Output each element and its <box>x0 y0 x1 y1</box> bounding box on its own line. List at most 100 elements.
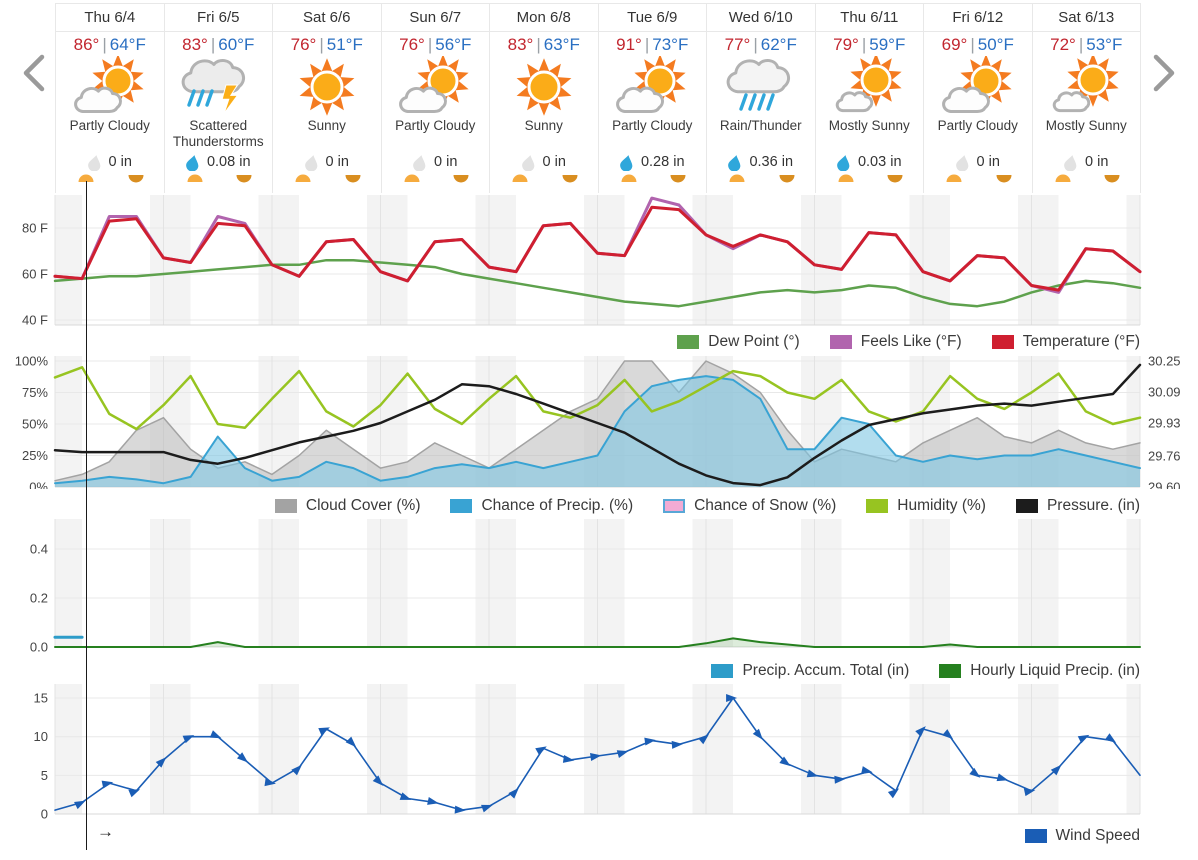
wind-direction-arrow-icon <box>590 753 602 761</box>
temp-divider: | <box>102 35 107 54</box>
conditions-pressure-chart[interactable]: 100% 75% 50% 25% 0% 30.25 30.09 29.93 29.76 29.60 <box>0 355 1198 489</box>
y-axis-tick: 80 F <box>22 221 48 236</box>
legend-label: Humidity (%) <box>897 497 986 514</box>
temperature-legend: Dew Point (°) Feels Like (°F) Temperatur… <box>0 331 1140 353</box>
partly-cloudy-icon <box>73 56 144 113</box>
day-temps: 91° | 73°F <box>616 32 688 56</box>
precip-droplet-icon <box>87 155 100 171</box>
day-label: Fri 6/12 <box>924 4 1032 32</box>
legend-label: Chance of Snow (%) <box>694 497 837 514</box>
precip-amount: 0 in <box>955 152 1000 172</box>
legend-item-pressure-in-: Pressure. (in) <box>1015 497 1140 515</box>
wind-direction-arrow-icon <box>996 773 1009 782</box>
wind-direction-arrow-icon <box>535 746 547 756</box>
forecast-day-thu-6-4[interactable]: Thu 6/4 86° | 64°F Partly Cloudy 0 in <box>56 4 165 193</box>
sunset-icon <box>887 175 903 183</box>
wind-direction-arrow-icon <box>74 800 86 810</box>
sunrise-icon <box>404 174 419 182</box>
pan-right-arrow[interactable]: → <box>97 822 114 841</box>
sunrise-icon <box>729 174 745 182</box>
precip-amount: 0.36 in <box>728 152 793 172</box>
y-axis-tick: 0.4 <box>30 542 48 557</box>
y-axis-tick: 5 <box>41 768 48 783</box>
mostly-sunny-icon <box>836 56 902 113</box>
precipitation-chart[interactable]: 0.4 0.2 0.0 <box>0 519 1198 652</box>
wind-direction-arrow-icon <box>209 730 222 739</box>
forecast-days-row: Thu 6/4 86° | 64°F Partly Cloudy 0 in Fri … <box>55 3 1141 193</box>
series-pressure-in- <box>53 363 1142 487</box>
forecast-day-fri-6-12[interactable]: Fri 6/12 69° | 50°F Partly Cloudy 0 in <box>924 4 1033 193</box>
wind-direction-arrow-icon <box>834 775 846 784</box>
temp-divider: | <box>319 35 324 54</box>
sun-events-row <box>1033 172 1141 186</box>
low-temp: 56°F <box>435 35 472 54</box>
wind-direction-arrow-icon <box>427 797 439 805</box>
wind-direction-arrow-icon <box>1023 788 1036 797</box>
low-temp: 60°F <box>218 35 255 54</box>
condition-label: Sunny <box>524 118 563 133</box>
forecast-day-fri-6-5[interactable]: Fri 6/5 83° | 60°F Scattered Thunderstorms… <box>164 4 273 193</box>
high-temp: 76° <box>290 35 317 54</box>
wind-direction-arrow-icon <box>861 766 873 774</box>
legend-item-wind-speed: Wind Speed <box>1024 827 1140 845</box>
precip-droplet-icon <box>1064 155 1077 171</box>
wind-direction-arrow-icon <box>372 775 384 786</box>
condition-label: Partly Cloudy <box>69 118 150 133</box>
legend-item-humidity-: Humidity (%) <box>866 497 986 515</box>
wind-chart[interactable]: 15 10 5 0 <box>0 684 1198 822</box>
condition-label: Mostly Sunny <box>1045 118 1127 133</box>
sunset-icon <box>453 175 469 183</box>
forecast-day-sat-6-13[interactable]: Sat 6/13 72° | 53°F Mostly Sunny 0 in <box>1032 4 1141 193</box>
forecast-day-sun-6-7[interactable]: Sun 6/7 76° | 56°F Partly Cloudy 0 in <box>381 4 490 193</box>
legend-label: Feels Like (°F) <box>860 333 962 350</box>
sunrise-icon <box>946 174 962 182</box>
current-time-cursor[interactable] <box>86 181 87 850</box>
prev-days-chevron-icon[interactable] <box>16 50 52 96</box>
high-temp: 86° <box>73 35 100 54</box>
wind-direction-arrow-icon <box>616 750 629 758</box>
y-axis-tick: 0.0 <box>30 640 48 653</box>
wind-direction-arrow-icon <box>508 787 519 799</box>
legend-item-chance-of-snow-: Chance of Snow (%) <box>663 497 836 515</box>
high-temp: 76° <box>399 35 425 54</box>
precip-amount: 0 in <box>413 152 457 172</box>
precip-amount: 0 in <box>87 152 132 172</box>
temperature-chart[interactable]: 80 F 60 F 40 F <box>0 193 1198 330</box>
right-axis-tick: 30.09 <box>1148 385 1181 400</box>
low-temp: 63°F <box>543 35 580 54</box>
forecast-day-sat-6-6[interactable]: Sat 6/6 76° | 51°F Sunny 0 in <box>273 4 382 193</box>
sunrise-icon <box>78 174 94 182</box>
mostly-sunny-icon <box>1053 56 1119 113</box>
day-label: Sat 6/6 <box>273 4 381 32</box>
sunset-icon <box>562 175 577 183</box>
sunset-icon <box>1104 175 1120 183</box>
forecast-day-wed-6-10[interactable]: Wed 6/10 77° | 62°F Rain/Thunder 0.36 in <box>707 4 816 193</box>
forecast-day-mon-6-8[interactable]: Mon 6/8 83° | 63°F Sunny 0 in <box>490 4 599 193</box>
right-axis-tick: 29.76 <box>1148 448 1181 463</box>
day-label: Fri 6/5 <box>164 4 272 32</box>
day-label: Tue 6/9 <box>598 4 706 32</box>
sun-events-row <box>707 172 815 186</box>
sunset-icon <box>670 175 686 183</box>
low-temp: 50°F <box>977 35 1014 54</box>
condition-label: Partly Cloudy <box>937 118 1018 133</box>
temp-divider: | <box>753 35 758 54</box>
low-temp: 59°F <box>869 35 906 54</box>
next-days-chevron-icon[interactable] <box>1146 50 1182 96</box>
wind-direction-arrow-icon <box>752 728 763 740</box>
y-axis-tick: 10 <box>34 729 48 744</box>
wind-direction-arrow-icon <box>481 804 493 813</box>
precip-amount: 0.28 in <box>620 152 685 172</box>
sunny-icon <box>516 58 572 116</box>
forecast-day-tue-6-9[interactable]: Tue 6/9 91° | 73°F Partly Cloudy 0.28 in <box>598 4 707 193</box>
high-temp: 83° <box>507 35 534 54</box>
legend-label: Precip. Accum. Total (in) <box>742 662 910 679</box>
day-temps: 77° | 62°F <box>725 32 797 56</box>
condition-label: Partly Cloudy <box>395 118 476 133</box>
sunset-icon <box>236 175 252 183</box>
forecast-day-thu-6-11[interactable]: Thu 6/11 79° | 59°F Mostly Sunny 0.03 in <box>815 4 924 193</box>
wind-direction-arrow-icon <box>562 754 575 763</box>
wind-direction-arrow-icon <box>236 752 248 763</box>
precip-amount: 0 in <box>304 152 349 172</box>
sun-events-row <box>599 172 707 186</box>
